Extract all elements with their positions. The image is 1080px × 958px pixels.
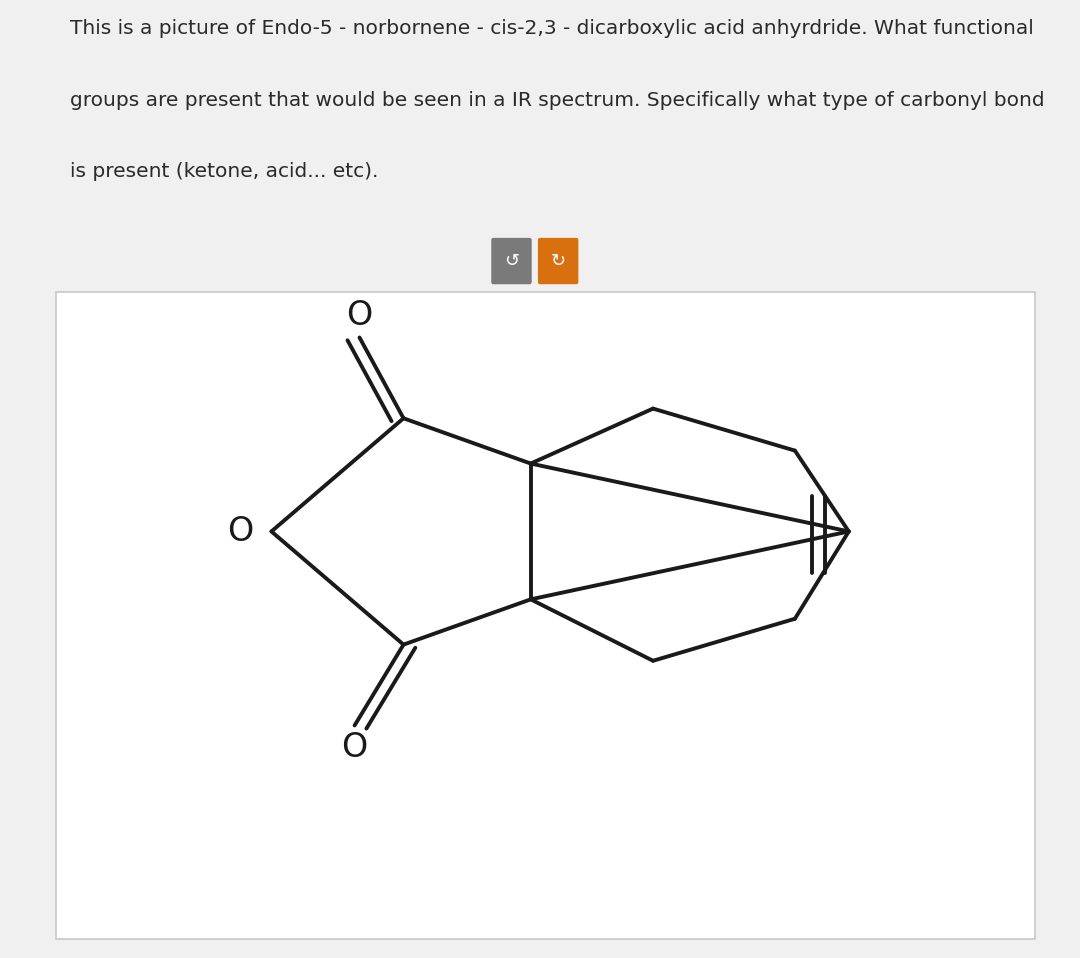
Text: ↺: ↺: [504, 252, 519, 270]
FancyBboxPatch shape: [56, 292, 1035, 939]
Text: groups are present that would be seen in a IR spectrum. Specifically what type o: groups are present that would be seen in…: [70, 91, 1044, 110]
Text: O: O: [228, 515, 254, 548]
FancyBboxPatch shape: [538, 238, 579, 285]
Text: O: O: [347, 299, 373, 332]
FancyBboxPatch shape: [491, 238, 531, 285]
Text: This is a picture of Endo-5 - norbornene - cis-2,3 - dicarboxylic acid anhyrdrid: This is a picture of Endo-5 - norbornene…: [70, 19, 1034, 38]
Text: is present (ketone, acid... etc).: is present (ketone, acid... etc).: [70, 163, 379, 181]
Text: O: O: [341, 731, 367, 764]
Text: ↻: ↻: [551, 252, 566, 270]
